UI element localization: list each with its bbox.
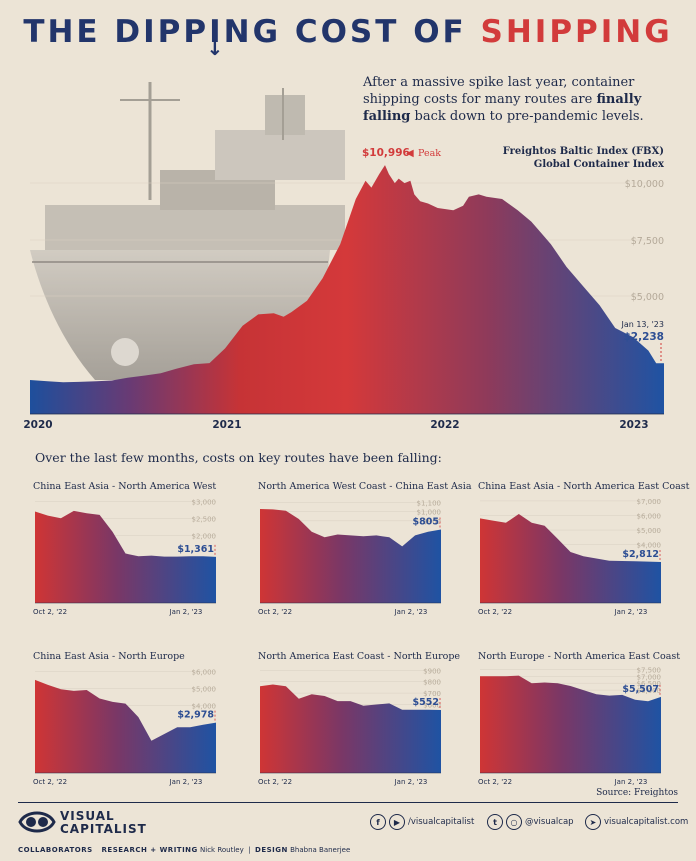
y-tick: $2,500 bbox=[192, 515, 217, 523]
y-tick-5000: $5,000 bbox=[631, 292, 664, 303]
twitter-icon[interactable]: t bbox=[487, 814, 503, 830]
end-value: $2,978 bbox=[177, 710, 214, 721]
y-tick: $6,000 bbox=[192, 668, 217, 676]
footer-divider bbox=[18, 802, 678, 803]
x-tick-2023: 2023 bbox=[619, 419, 648, 431]
y-tick: $800 bbox=[423, 679, 441, 687]
legend-line-1: Freightos Baltic Index (FBX) bbox=[503, 146, 664, 157]
facebook-icon[interactable]: f bbox=[370, 814, 386, 830]
y-tick: $700 bbox=[423, 690, 441, 698]
x-tick-end: Jan 2, '23 bbox=[394, 608, 428, 616]
route-area bbox=[35, 679, 216, 773]
y-tick: $600 bbox=[423, 702, 441, 710]
y-tick: $6,000 bbox=[637, 513, 662, 521]
y-tick: $7,000 bbox=[637, 673, 662, 681]
route-area bbox=[260, 684, 441, 773]
down-arrow-letter: I bbox=[209, 14, 224, 50]
social-twitter-instagram[interactable]: t ○ @visualcap bbox=[487, 814, 574, 830]
y-tick: $6,500 bbox=[637, 680, 662, 688]
end-value: $805 bbox=[413, 517, 439, 528]
y-tick: $6,000 bbox=[637, 687, 662, 695]
peak-value: $10,996 bbox=[362, 147, 410, 159]
brand-name: VISUAL CAPITALIST bbox=[60, 809, 147, 836]
x-tick-2020: 2020 bbox=[23, 419, 52, 431]
x-tick-start: Oct 2, '22 bbox=[258, 778, 292, 786]
y-tick: $7,500 bbox=[637, 666, 662, 674]
route-area bbox=[480, 675, 661, 773]
route-area bbox=[35, 510, 216, 603]
route-chart-5: North America East Coast - North Europe $… bbox=[258, 651, 460, 786]
x-tick-start: Oct 2, '22 bbox=[478, 608, 512, 616]
y-tick: $4,000 bbox=[192, 702, 217, 710]
ship-illustration bbox=[30, 82, 345, 380]
y-tick: $2,000 bbox=[192, 532, 217, 540]
y-tick: $1,000 bbox=[417, 509, 442, 517]
end-value: $2,238 bbox=[623, 331, 664, 343]
x-tick-start: Oct 2, '22 bbox=[33, 778, 67, 786]
x-tick-end: Jan 2, '23 bbox=[614, 778, 648, 786]
cursor-icon[interactable]: ➤ bbox=[585, 814, 601, 830]
route-chart-3: China East Asia - North America East Coa… bbox=[478, 481, 690, 616]
section-heading: Over the last few months, costs on key r… bbox=[35, 450, 442, 465]
y-tick: $3,000 bbox=[192, 498, 217, 506]
x-tick-end: Jan 2, '23 bbox=[169, 778, 203, 786]
x-tick-2022: 2022 bbox=[430, 419, 459, 431]
route-title: China East Asia - North Europe bbox=[33, 651, 185, 662]
visual-capitalist-logo bbox=[18, 811, 56, 833]
credits: COLLABORATORS RESEARCH + WRITING Nick Ro… bbox=[18, 846, 351, 854]
y-tick: $900 bbox=[423, 518, 441, 526]
end-value: $5,507 bbox=[622, 684, 659, 695]
fbx-area bbox=[30, 165, 664, 414]
end-value: $552 bbox=[413, 697, 439, 708]
route-area bbox=[480, 514, 661, 603]
route-chart-6: North Europe - North America East Coast $… bbox=[478, 651, 680, 786]
route-area bbox=[260, 509, 441, 603]
social-facebook-youtube[interactable]: f ▶ /visualcapitalist bbox=[370, 814, 474, 830]
main-chart: $10,000 $7,500 $5,000 Freightos Baltic I… bbox=[23, 82, 665, 465]
route-chart-4: China East Asia - North Europe $6,000 $5,0… bbox=[33, 651, 216, 786]
route-chart-2: North America West Coast - China East As… bbox=[258, 481, 472, 616]
y-tick: $7,000 bbox=[637, 498, 662, 506]
route-title: North America West Coast - China East As… bbox=[258, 481, 472, 492]
y-tick: $900 bbox=[423, 667, 441, 675]
y-tick: $1,100 bbox=[417, 500, 442, 508]
end-date: Jan 13, '23 bbox=[620, 320, 664, 329]
legend-line-2: Global Container Index bbox=[534, 159, 665, 170]
y-tick-10000: $10,000 bbox=[625, 179, 664, 190]
y-tick: $5,000 bbox=[637, 527, 662, 535]
x-tick-start: Oct 2, '22 bbox=[478, 778, 512, 786]
y-tick-7500: $7,500 bbox=[631, 236, 664, 247]
x-tick-end: Jan 2, '23 bbox=[614, 608, 648, 616]
peak-arrow-icon: ◀ bbox=[406, 148, 414, 159]
route-title: North America East Coast - North Europe bbox=[258, 651, 460, 662]
end-value: $1,361 bbox=[177, 544, 214, 555]
y-tick: $4,000 bbox=[637, 542, 662, 550]
route-title: China East Asia - North America West bbox=[33, 481, 216, 492]
route-title: North Europe - North America East Coast bbox=[478, 651, 680, 662]
route-chart-1: China East Asia - North America West $3,0… bbox=[33, 481, 216, 616]
social-website[interactable]: ➤ visualcapitalist.com bbox=[585, 814, 688, 830]
x-tick-end: Jan 2, '23 bbox=[169, 608, 203, 616]
x-tick-start: Oct 2, '22 bbox=[258, 608, 292, 616]
source-note: Source: Freightos bbox=[596, 788, 678, 798]
x-tick-end: Jan 2, '23 bbox=[394, 778, 428, 786]
page-title: THE DIPPING COST OF SHIPPING bbox=[0, 14, 696, 50]
x-tick-start: Oct 2, '22 bbox=[33, 608, 67, 616]
instagram-icon[interactable]: ○ bbox=[506, 814, 522, 830]
youtube-icon[interactable]: ▶ bbox=[389, 814, 405, 830]
peak-label: Peak bbox=[418, 148, 441, 159]
y-tick: $5,000 bbox=[192, 685, 217, 693]
small-multiples: China East Asia - North America West $3,0… bbox=[33, 481, 690, 786]
intro-text: After a massive spike last year, contain… bbox=[363, 75, 644, 124]
end-value: $2,812 bbox=[622, 549, 659, 560]
route-title: China East Asia - North America East Coa… bbox=[478, 481, 690, 492]
x-tick-2021: 2021 bbox=[212, 419, 241, 431]
